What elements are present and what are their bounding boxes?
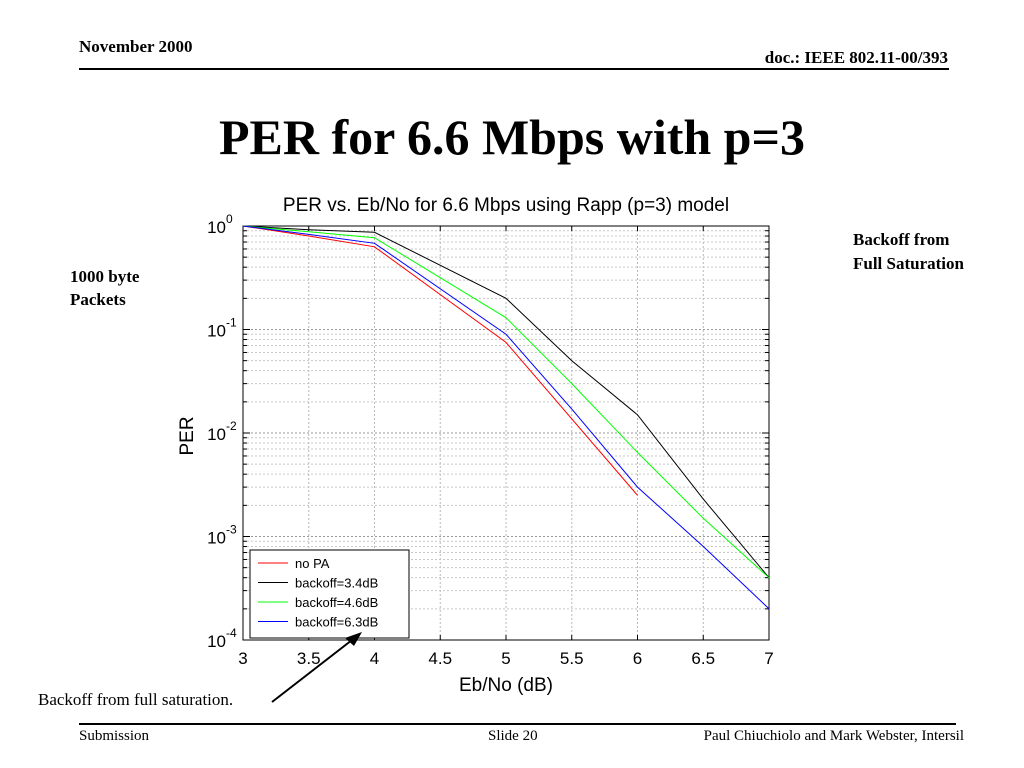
x-tick-label: 5: [501, 649, 510, 668]
x-tick-label: 7: [764, 649, 773, 668]
x-tick-label: 5.5: [560, 649, 584, 668]
y-tick-base: 10: [207, 529, 226, 548]
y-tick-exponent: -1: [226, 316, 237, 330]
packet-size-note: 1000 byte Packets: [70, 267, 140, 309]
y-tick-base: 10: [207, 425, 226, 444]
y-tick-label: 10 -4: [207, 626, 237, 651]
y-tick-exponent: 0: [226, 212, 233, 226]
x-axis-label: Eb/No (dB): [459, 675, 553, 696]
x-tick-label: 3.5: [297, 649, 321, 668]
slide-title: PER for 6.6 Mbps with p=3: [219, 109, 805, 165]
series-line-2: [242, 225, 770, 579]
chart-series: [242, 225, 770, 610]
y-tick-label: 10 0: [207, 212, 233, 237]
annotation-text: Backoff from full saturation.: [38, 690, 234, 709]
x-tick-label: 4.5: [428, 649, 452, 668]
y-tick-label: 10 -1: [207, 316, 237, 341]
y-tick-exponent: -4: [226, 626, 237, 640]
legend-box: [249, 549, 410, 639]
legend-label: backoff=6.3dB: [295, 615, 378, 630]
x-tick-labels: 3 3.5 4 4.5 5 5.5 6 6.5 7: [238, 649, 773, 668]
footer-submission: Submission: [79, 728, 150, 744]
backoff-note: Backoff from Full Saturation: [853, 230, 964, 273]
header-doc-id: doc.: IEEE 802.11-00/393: [764, 48, 948, 67]
x-tick-label: 4: [370, 649, 379, 668]
y-axis-label: PER: [177, 416, 198, 455]
series-line-1: [242, 225, 770, 579]
chart-legend: no PA backoff=3.4dB backoff=4.6dB backoff=6…: [249, 549, 410, 639]
legend-entry: backoff=6.3dB: [258, 615, 378, 630]
plot-frame: [242, 225, 770, 641]
annotation-arrowhead: [345, 632, 362, 646]
y-tick-base: 10: [207, 632, 226, 651]
legend-entry: no PA: [258, 556, 330, 571]
x-tick-label: 3: [238, 649, 247, 668]
y-tick-label: 10 -2: [207, 419, 237, 444]
y-tick-label: 10 -3: [207, 523, 237, 548]
x-tick-label: 6.5: [691, 649, 715, 668]
legend-label: backoff=3.4dB: [295, 576, 378, 591]
legend-label: backoff=4.6dB: [295, 595, 378, 610]
header-date: November 2000: [79, 37, 193, 56]
x-tick-label: 6: [633, 649, 642, 668]
series-line-3: [242, 225, 770, 610]
annotation-arrow-line: [271, 639, 353, 703]
legend-label: no PA: [295, 556, 330, 571]
footer-rule: [79, 723, 956, 725]
header-rule: [79, 68, 949, 70]
footer-slide-number: Slide 20: [488, 728, 538, 744]
legend-entry: backoff=4.6dB: [258, 595, 378, 610]
y-tick-exponent: -2: [226, 419, 237, 433]
legend-entry: backoff=3.4dB: [258, 576, 378, 591]
y-tick-base: 10: [207, 322, 226, 341]
y-tick-base: 10: [207, 218, 226, 237]
chart-title: PER vs. Eb/No for 6.6 Mbps using Rapp (p…: [283, 195, 729, 216]
y-tick-exponent: -3: [226, 523, 237, 537]
series-line-0: [242, 225, 638, 496]
footer-authors: Paul Chiuchiolo and Mark Webster, Inters…: [703, 728, 964, 744]
